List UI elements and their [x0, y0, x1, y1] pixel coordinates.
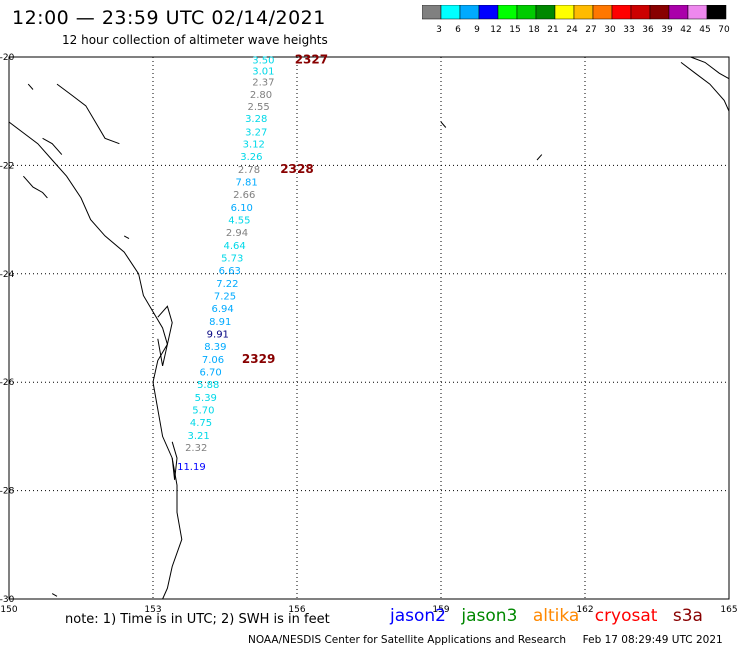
map-subtitle: 12 hour collection of altimeter wave hei…	[62, 33, 328, 47]
wave-height-label: 8.39	[204, 342, 226, 353]
colorbar-label: 6	[455, 25, 461, 35]
wave-height-label: 4.64	[223, 241, 245, 252]
wave-height-label: 5.73	[221, 254, 243, 265]
wave-height-label: 7.81	[235, 178, 257, 189]
credit-line: NOAA/NESDIS Center for Satellite Applica…	[248, 634, 723, 646]
coastline	[56, 83, 120, 145]
coastline	[123, 235, 130, 240]
cycle-label: 2329	[242, 352, 275, 366]
colorbar-label: 9	[474, 25, 480, 35]
lon-tick-label: 156	[288, 605, 305, 615]
lon-tick-label: 159	[432, 605, 449, 615]
wave-height-label: 2.94	[226, 228, 248, 239]
wave-height-label: 6.94	[211, 304, 233, 315]
wave-height-label: 6.63	[219, 266, 241, 277]
colorbar-label: 36	[642, 25, 654, 35]
lon-tick-label: 153	[144, 605, 161, 615]
lon-tick-label: 162	[576, 605, 593, 615]
footer-note: note: 1) Time is in UTC; 2) SWH is in fe…	[65, 612, 330, 627]
wave-height-label: 4.55	[228, 216, 250, 227]
coastline	[23, 175, 48, 199]
coastline	[440, 121, 447, 128]
colorbar-label: 45	[699, 25, 710, 35]
coastline	[536, 154, 543, 161]
wave-height-label: 3.12	[243, 140, 265, 151]
wave-height-label: 5.70	[192, 405, 214, 416]
colorbar-label: 12	[490, 25, 501, 35]
wave-height-label: 4.75	[190, 418, 212, 429]
cycle-label: 2328	[280, 162, 313, 176]
wave-height-label: 3.50	[252, 56, 274, 67]
wave-height-label: 2.66	[233, 190, 255, 201]
lat-tick-label: -30	[0, 595, 15, 605]
satellite-altika: altika	[532, 606, 580, 626]
colorbar-label: 33	[623, 25, 634, 35]
lon-tick-label: 150	[0, 605, 17, 615]
wave-height-label: 2.78	[238, 165, 260, 176]
colorbar-label: 39	[661, 25, 673, 35]
coastline	[690, 56, 730, 80]
lat-tick-label: -20	[0, 53, 15, 63]
coastline	[157, 305, 173, 367]
colorbar-swatch	[706, 5, 727, 20]
wave-height-label: 3.21	[187, 431, 209, 442]
colorbar-label: 21	[547, 25, 558, 35]
lon-tick-label: 165	[720, 605, 737, 615]
coastline	[8, 121, 183, 600]
wave-height-label: 2.37	[252, 77, 274, 88]
colorbar-label: 18	[528, 25, 540, 35]
map-frame	[8, 56, 730, 600]
colorbar-label: 3	[436, 25, 442, 35]
wave-height-label: 2.80	[250, 90, 272, 101]
coastline	[27, 83, 34, 90]
colorbar-label: 27	[585, 25, 596, 35]
lat-tick-label: -26	[0, 378, 15, 388]
lat-tick-label: -24	[0, 270, 15, 280]
colorbar-label: 42	[680, 25, 691, 35]
satellite-jason2: jason2	[390, 606, 446, 626]
wave-height-label: 3.01	[252, 67, 274, 78]
wave-height-label: 11.19	[177, 462, 206, 473]
coastline	[680, 62, 730, 112]
map-title: 12:00 — 23:59 UTC 02/14/2021	[12, 7, 326, 29]
wave-height-label: 5.39	[195, 393, 217, 404]
colorbar-label: 15	[509, 25, 520, 35]
coastline	[171, 441, 178, 480]
wave-height-label: 6.70	[199, 367, 221, 378]
wave-height-label: 3.26	[240, 152, 262, 163]
coastline	[51, 593, 58, 597]
satellite-jason3: jason3	[461, 606, 518, 626]
colorbar-label: 30	[604, 25, 616, 35]
satellite-cryosat: cryosat	[594, 606, 658, 626]
wave-height-label: 9.91	[207, 329, 229, 340]
wave-height-label: 2.55	[247, 102, 269, 113]
satellite-legend: jason2 jason3 altika cryosat s3a	[390, 606, 713, 626]
wave-height-label: 3.27	[245, 127, 267, 138]
wave-height-label: 2.32	[185, 443, 207, 454]
lat-tick-label: -22	[0, 161, 14, 171]
lat-tick-label: -28	[0, 487, 15, 497]
cycle-label: 2327	[295, 53, 328, 67]
wave-height-label: 7.06	[202, 355, 224, 366]
colorbar-label: 24	[566, 25, 578, 35]
wave-height-label: 7.22	[216, 279, 238, 290]
wave-height-label: 7.25	[214, 291, 236, 302]
coastline	[42, 137, 63, 155]
wave-height-label: 3.28	[245, 114, 267, 125]
wave-height-label: 8.91	[209, 317, 231, 328]
wave-height-label: 5.88	[197, 380, 219, 391]
satellite-s3a: s3a	[672, 606, 703, 626]
wave-height-label: 6.10	[231, 203, 253, 214]
colorbar-label: 70	[718, 25, 730, 35]
